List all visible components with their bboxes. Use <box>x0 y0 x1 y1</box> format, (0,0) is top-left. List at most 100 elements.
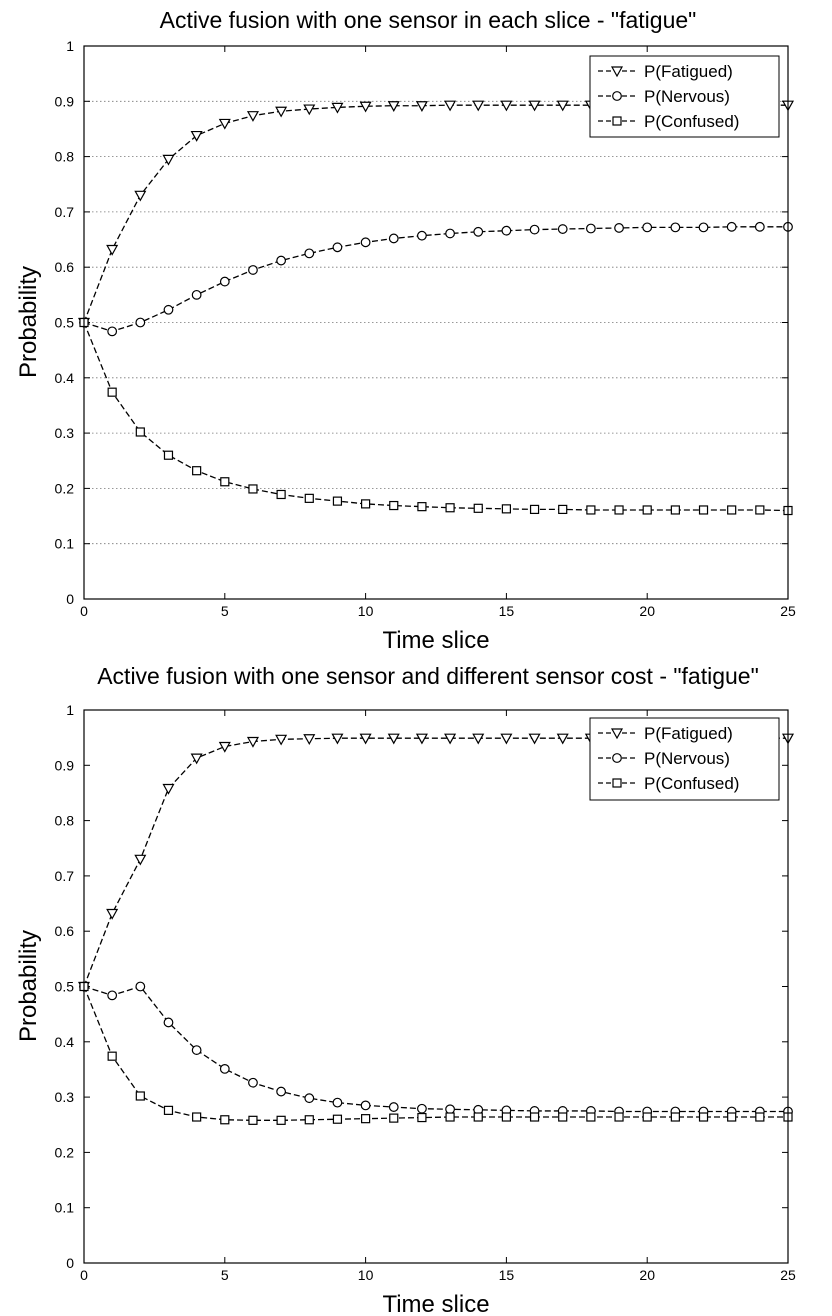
x-tick-label: 10 <box>358 603 374 619</box>
data-point-pnervous <box>670 222 681 233</box>
y-tick-label: 0.8 <box>55 149 75 165</box>
ticks-group: 0 5 10 15 20 25 0 0.1 0.2 0.3 0.4 0.5 0.6 0.7 0.8 0.9 1 <box>55 38 796 619</box>
series-pconfused <box>79 317 793 516</box>
y-axis-label: Probability <box>15 266 42 378</box>
data-point-pconfused <box>586 505 596 515</box>
data-point-pfatigued <box>275 106 288 118</box>
data-point-pnervous <box>107 990 118 1001</box>
data-point-pnervous <box>614 223 624 233</box>
data-point-pconfused <box>558 1112 568 1122</box>
chart-fatigue-one-sensor: Active fusion with one sensor in each sl… <box>15 7 796 654</box>
data-point-pconfused <box>445 1112 455 1122</box>
series-pnervous <box>79 981 793 1117</box>
data-point-pfatigued <box>218 118 231 130</box>
data-point-pnervous <box>191 1045 202 1055</box>
data-point-pconfused <box>389 1113 399 1123</box>
data-point-pconfused <box>248 484 258 494</box>
data-point-pconfused <box>389 500 399 511</box>
data-point-pconfused <box>417 1112 427 1123</box>
data-point-pnervous <box>360 1100 371 1111</box>
data-point-pfatigued <box>359 101 372 113</box>
data-point-pconfused <box>727 505 737 515</box>
data-point-pconfused <box>698 505 709 515</box>
data-point-pfatigued <box>162 154 175 166</box>
plot-frame <box>83 709 789 1264</box>
y-tick-label: 0.9 <box>55 757 75 773</box>
x-tick-label: 15 <box>499 1267 515 1283</box>
data-point-pnervous <box>219 276 230 287</box>
chart-title: Active fusion with one sensor in each sl… <box>160 7 697 33</box>
data-point-pconfused <box>192 466 202 476</box>
data-point-pnervous <box>388 233 399 244</box>
data-point-pfatigued <box>303 734 316 745</box>
series-line-pnervous <box>83 226 788 333</box>
chart-svg: Active fusion with one sensor in each sl… <box>15 7 796 654</box>
y-tick-label: 0 <box>66 1255 74 1271</box>
y-tick-label: 0.5 <box>55 315 75 331</box>
chart-fatigue-sensor-cost: Active fusion with one sensor and differ… <box>0 658 832 1316</box>
data-point-pconfused <box>529 504 540 515</box>
data-point-pfatigued <box>162 783 175 795</box>
data-point-pnervous <box>332 242 343 253</box>
data-point-pfatigued <box>556 733 569 745</box>
data-point-pfatigued <box>275 734 288 746</box>
data-point-pfatigued <box>556 100 569 112</box>
data-point-pconfused <box>163 450 174 460</box>
data-point-pconfused <box>192 1112 202 1122</box>
data-point-pconfused <box>473 1112 483 1122</box>
data-point-pnervous <box>698 222 709 233</box>
data-point-pnervous <box>163 1017 174 1028</box>
plot-frame <box>83 45 789 600</box>
data-point-pconfused <box>276 489 286 500</box>
legend-label: P(Nervous) <box>644 87 730 106</box>
legend-label: P(Confused) <box>644 112 739 131</box>
data-point-pfatigued <box>134 854 147 866</box>
data-point-pconfused <box>304 1115 314 1125</box>
data-point-pnervous <box>529 224 540 235</box>
data-point-pconfused <box>276 1115 286 1125</box>
data-point-pconfused <box>445 503 455 513</box>
data-point-pnervous <box>163 304 174 315</box>
y-tick-label: 0.2 <box>55 480 75 496</box>
data-point-pconfused <box>135 427 145 437</box>
data-point-pconfused <box>642 1112 652 1122</box>
data-point-pconfused <box>670 505 680 515</box>
data-point-pnervous <box>473 226 484 237</box>
data-point-pnervous <box>557 224 568 234</box>
ticks-group: 0 5 10 15 20 25 0 0.1 0.2 0.3 0.4 0.5 0.6 0.7 0.8 0.9 1 <box>55 702 796 1283</box>
data-point-pfatigued <box>106 908 119 920</box>
x-tick-label: 25 <box>780 1267 796 1283</box>
data-point-pnervous <box>107 326 118 337</box>
data-point-pnervous <box>248 1077 258 1088</box>
chart-title: Active fusion with one sensor and differ… <box>97 663 759 689</box>
data-point-pnervous <box>726 221 737 232</box>
legend-marker <box>612 116 622 126</box>
series-line-pconfused <box>83 322 789 512</box>
series-line-pnervous <box>83 985 788 1113</box>
x-tick-label: 0 <box>80 603 88 619</box>
y-tick-label: 1 <box>66 702 74 718</box>
y-tick-label: 0.7 <box>55 204 75 220</box>
data-point-pconfused <box>614 1112 624 1122</box>
y-tick-label: 0.3 <box>55 425 75 441</box>
data-point-pfatigued <box>472 100 485 112</box>
data-point-pfatigued <box>415 101 428 112</box>
legend-marker <box>612 778 622 788</box>
legend: P(Fatigued) P(Nervous) P(Confused) <box>589 55 780 138</box>
data-point-pconfused <box>755 1112 765 1122</box>
x-tick-label: 0 <box>80 1267 88 1283</box>
y-tick-label: 0.3 <box>55 1089 75 1105</box>
series-line-pconfused <box>83 986 788 1121</box>
data-point-pnervous <box>219 1063 230 1074</box>
data-point-pconfused <box>473 503 483 513</box>
x-tick-label: 20 <box>639 603 655 619</box>
data-point-pfatigued <box>387 733 400 745</box>
data-point-pnervous <box>501 225 512 236</box>
data-point-pnervous <box>248 265 258 275</box>
x-tick-label: 5 <box>221 1267 229 1283</box>
legend-marker <box>610 66 624 78</box>
data-point-pfatigued <box>246 111 259 122</box>
data-point-pnervous <box>332 1097 343 1108</box>
data-point-pfatigued <box>190 753 203 765</box>
chart-svg: Active fusion with one sensor and differ… <box>15 663 796 1316</box>
